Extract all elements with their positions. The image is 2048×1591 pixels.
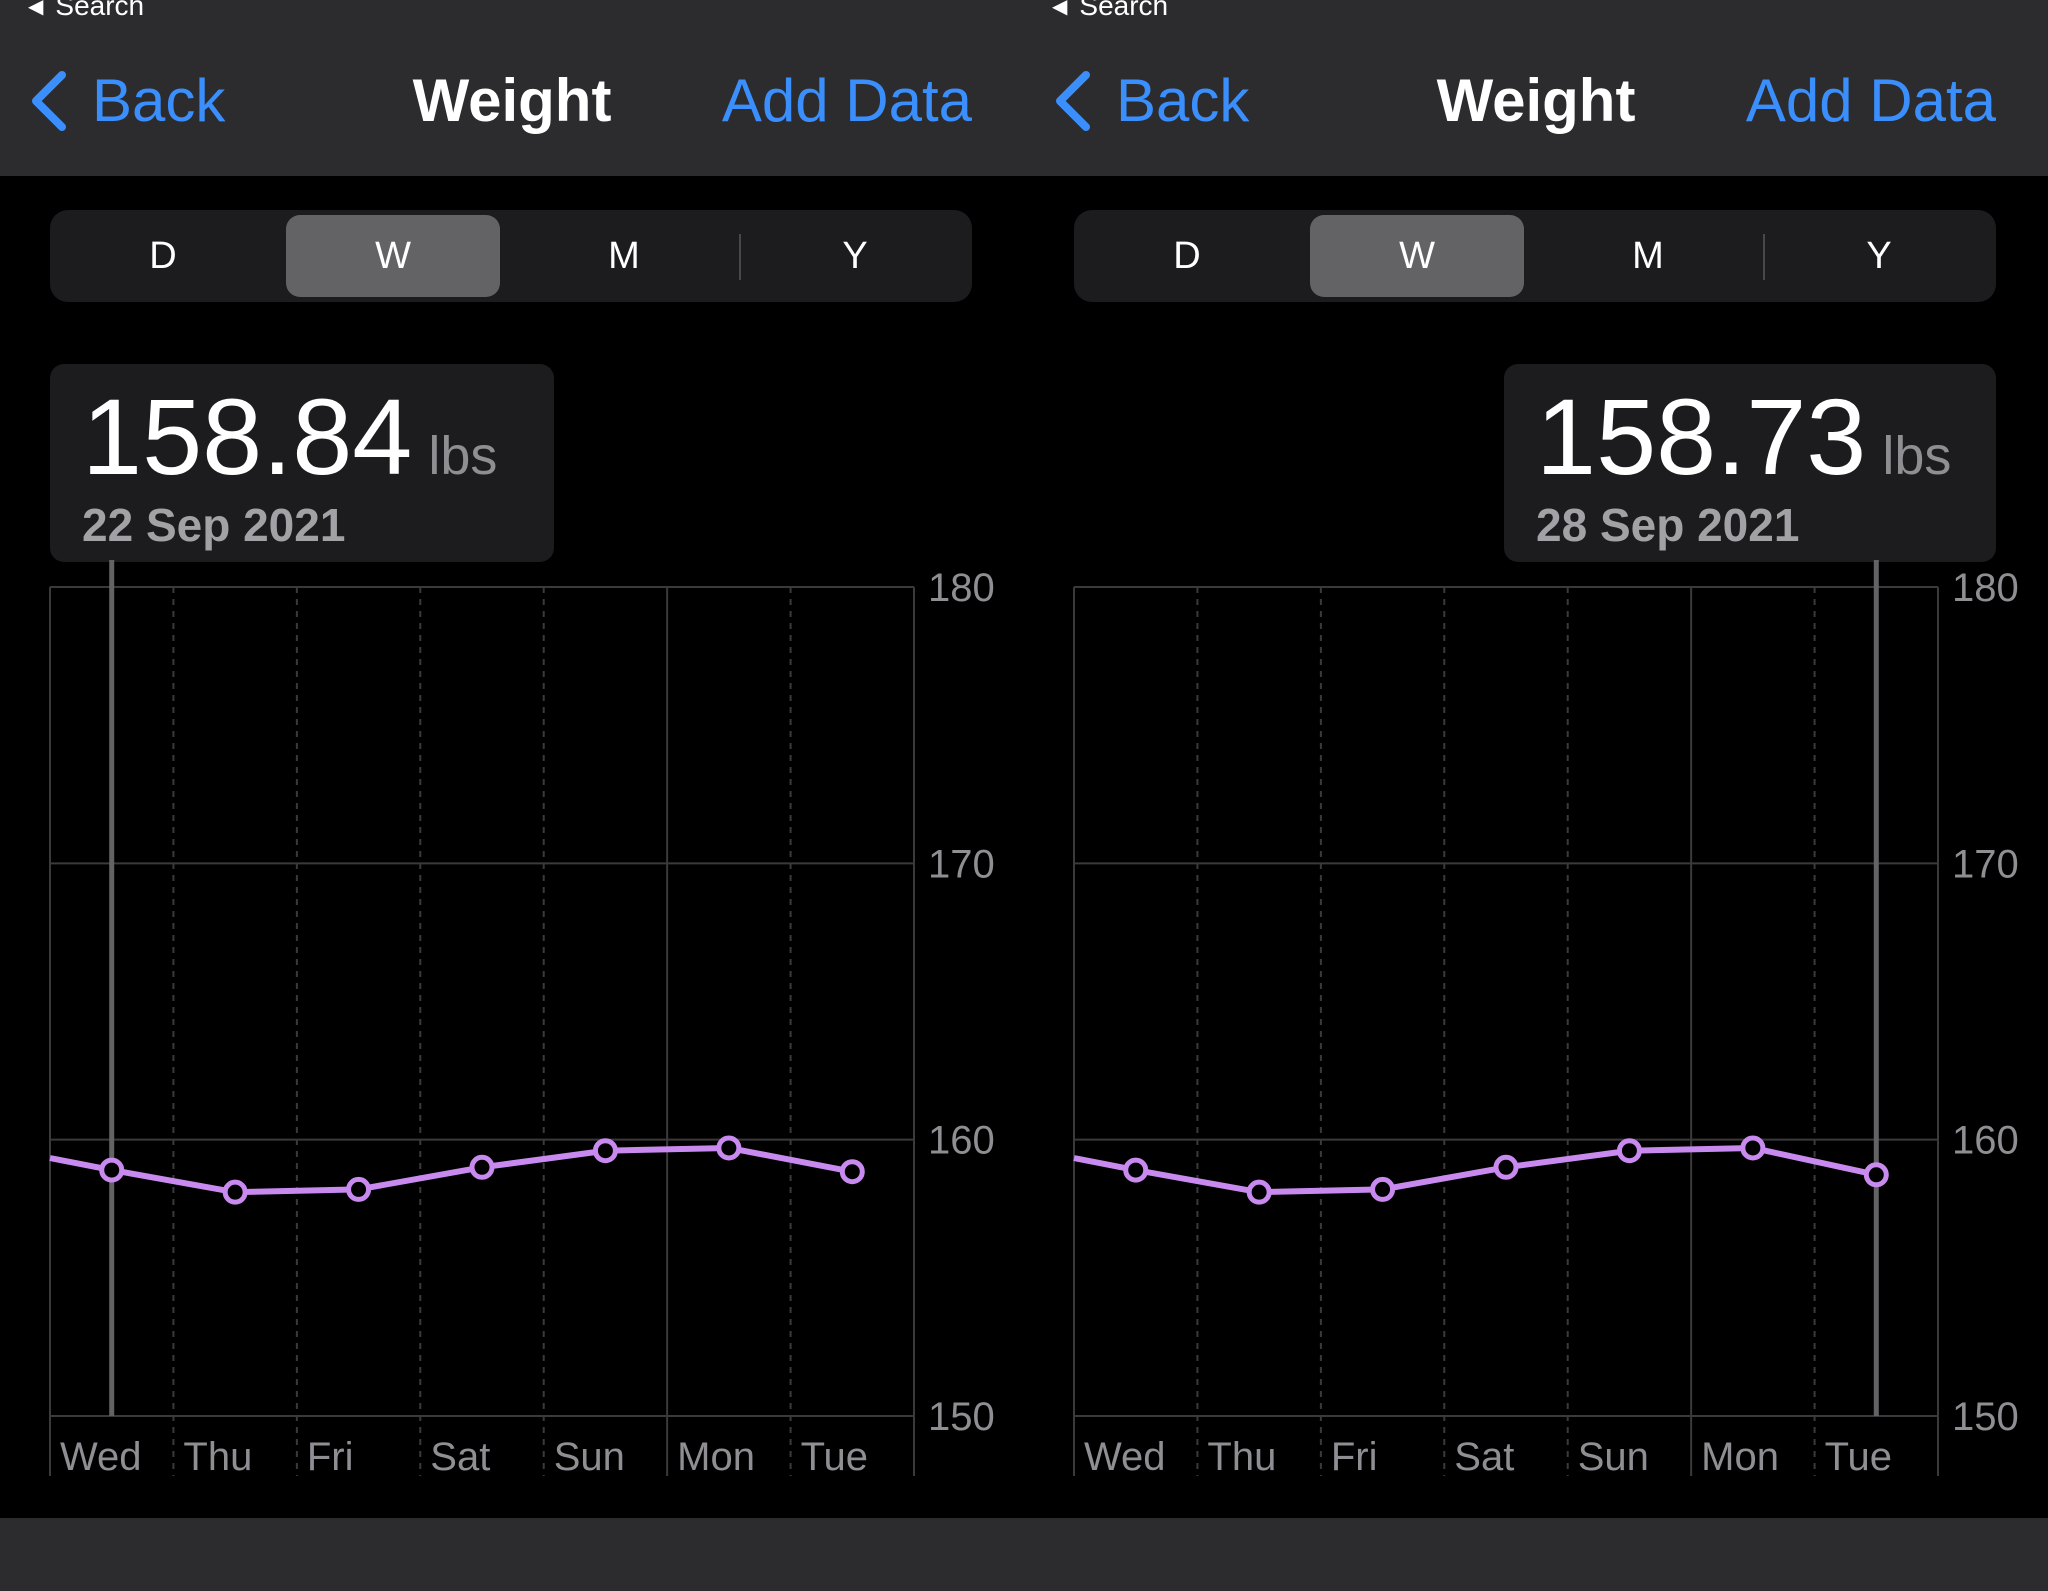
back-label: Back bbox=[1116, 67, 1250, 134]
data-point bbox=[1370, 1176, 1396, 1202]
page-title: Weight bbox=[1436, 67, 1636, 134]
weight-unit: lbs bbox=[1882, 426, 1952, 486]
x-tick-label: Mon bbox=[677, 1435, 755, 1479]
segment-day[interactable]: D bbox=[149, 234, 177, 277]
selected-date: 22 Sep 2021 bbox=[82, 499, 346, 551]
data-point bbox=[99, 1157, 125, 1183]
data-point bbox=[1493, 1154, 1519, 1180]
y-tick-label: 180 bbox=[1952, 566, 2019, 610]
data-point bbox=[222, 1179, 248, 1205]
x-tick-label: Wed bbox=[1084, 1435, 1166, 1479]
x-tick-label: Thu bbox=[1207, 1435, 1276, 1479]
time-range-segmented-control: D W M Y bbox=[1074, 210, 1996, 302]
add-data-button[interactable]: Add Data bbox=[1745, 67, 1996, 134]
weight-number: 158.84 bbox=[82, 376, 413, 497]
x-tick-label: Tue bbox=[801, 1435, 868, 1479]
back-triangle-icon: ◀ bbox=[1052, 0, 1068, 18]
segment-month[interactable]: M bbox=[1632, 234, 1664, 277]
data-point bbox=[469, 1154, 495, 1180]
navigation-bar: ◀ Search Back Weight Add Data bbox=[1024, 0, 2048, 176]
y-tick-label: 170 bbox=[928, 842, 995, 886]
data-point bbox=[716, 1135, 742, 1161]
back-button[interactable]: Back bbox=[1052, 66, 1249, 135]
weight-line-chart[interactable]: 180 170 160 150 Wed Thu Fri Sat Sun Mon Tue bbox=[1024, 560, 2048, 1500]
weight-panel-left: ◀ Search Back Weight Add Data D W M Y 15… bbox=[0, 0, 1024, 1591]
weight-panel-right: ◀ Search Back Weight Add Data D W M Y 15… bbox=[1024, 0, 2048, 1591]
chevron-left-icon bbox=[32, 70, 66, 131]
data-point bbox=[1246, 1179, 1272, 1205]
back-label: Back bbox=[92, 67, 226, 134]
status-back-to-search[interactable]: ◀ Search bbox=[1052, 0, 1168, 22]
segment-day[interactable]: D bbox=[1173, 234, 1201, 277]
x-tick-label: Sun bbox=[1578, 1435, 1649, 1479]
y-tick-label: 170 bbox=[1952, 842, 2019, 886]
data-point bbox=[1123, 1157, 1149, 1183]
y-tick-label: 160 bbox=[928, 1119, 995, 1163]
weight-value: 158.73 lbs bbox=[1536, 374, 1951, 499]
back-triangle-icon: ◀ bbox=[28, 0, 44, 18]
y-tick-label: 160 bbox=[1952, 1119, 2019, 1163]
x-tick-label: Sun bbox=[554, 1435, 625, 1479]
data-point bbox=[592, 1138, 618, 1164]
data-point bbox=[1616, 1138, 1642, 1164]
x-tick-label: Thu bbox=[183, 1435, 252, 1479]
segment-week[interactable]: W bbox=[1310, 215, 1524, 297]
x-tick-label: Mon bbox=[1701, 1435, 1779, 1479]
segment-year[interactable]: Y bbox=[842, 234, 868, 277]
segment-month[interactable]: M bbox=[608, 234, 640, 277]
data-point bbox=[839, 1159, 865, 1185]
status-back-to-search[interactable]: ◀ Search bbox=[28, 0, 144, 22]
y-tick-label: 150 bbox=[1952, 1395, 2019, 1439]
weight-value: 158.84 lbs bbox=[82, 374, 497, 499]
time-range-segmented-control: D W M Y bbox=[50, 210, 972, 302]
weight-series-line bbox=[1073, 1144, 1877, 1196]
weight-line-chart[interactable]: 180 170 160 150 Wed Thu Fri Sat Sun Mon Tue bbox=[0, 560, 1024, 1500]
y-tick-label: 180 bbox=[928, 566, 995, 610]
page-title: Weight bbox=[412, 67, 612, 134]
weight-series-line bbox=[49, 1144, 853, 1196]
weight-number: 158.73 bbox=[1536, 376, 1867, 497]
bottom-bar bbox=[0, 1518, 1024, 1591]
segment-week[interactable]: W bbox=[286, 215, 500, 297]
segment-year[interactable]: Y bbox=[1866, 234, 1892, 277]
selected-value-card: 158.73 lbs 28 Sep 2021 bbox=[1504, 364, 1996, 562]
x-tick-label: Wed bbox=[60, 1435, 142, 1479]
bottom-bar bbox=[1024, 1518, 2048, 1591]
data-point bbox=[1740, 1135, 1766, 1161]
back-button[interactable]: Back bbox=[28, 66, 225, 135]
status-back-label: Search bbox=[55, 0, 145, 21]
add-data-button[interactable]: Add Data bbox=[721, 67, 972, 134]
chevron-left-icon bbox=[1056, 70, 1090, 131]
y-tick-label: 150 bbox=[928, 1395, 995, 1439]
segment-divider bbox=[1763, 234, 1765, 280]
x-tick-label: Sat bbox=[430, 1435, 490, 1479]
x-tick-label: Fri bbox=[1331, 1435, 1378, 1479]
data-point bbox=[1863, 1162, 1889, 1188]
x-tick-label: Tue bbox=[1825, 1435, 1892, 1479]
data-point bbox=[346, 1176, 372, 1202]
segment-divider bbox=[739, 234, 741, 280]
x-tick-label: Fri bbox=[307, 1435, 354, 1479]
status-back-label: Search bbox=[1079, 0, 1169, 21]
selected-value-card: 158.84 lbs 22 Sep 2021 bbox=[50, 364, 554, 562]
x-tick-label: Sat bbox=[1454, 1435, 1514, 1479]
selected-date: 28 Sep 2021 bbox=[1536, 499, 1800, 551]
weight-unit: lbs bbox=[428, 426, 498, 486]
navigation-bar: ◀ Search Back Weight Add Data bbox=[0, 0, 1024, 176]
